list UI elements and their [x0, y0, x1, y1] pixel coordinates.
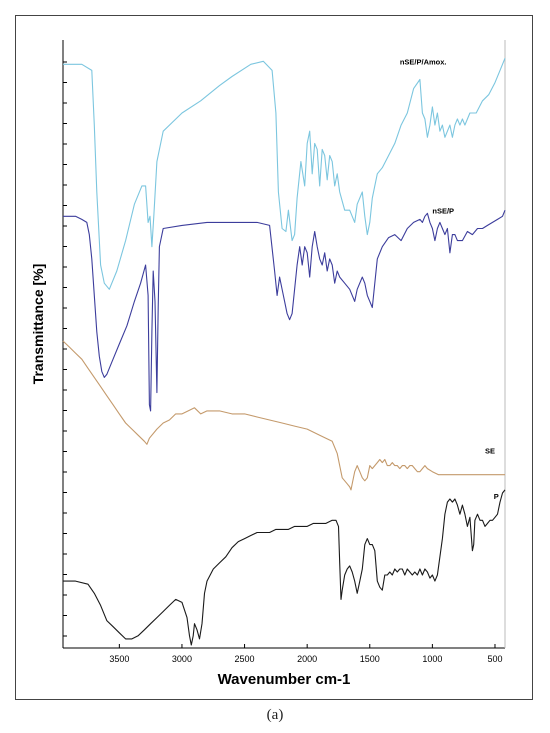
figure-frame — [15, 15, 533, 700]
x-ticks: 3500 3000 2500 2000 1500 1000 500 — [109, 644, 502, 664]
series-label: nSE/P/Amox. — [400, 57, 447, 66]
y-axis-label: Transmittance [%] — [30, 264, 46, 385]
series-line-nse-p — [63, 209, 506, 412]
x-tick-label: 1500 — [360, 654, 380, 664]
x-tick-label: 1000 — [422, 654, 442, 664]
series-group — [62, 57, 506, 646]
x-tick-label: 500 — [487, 654, 502, 664]
x-tick-label: 3000 — [172, 654, 192, 664]
axes — [62, 40, 506, 649]
series-label: P — [494, 492, 499, 501]
series-line-nse-p-amox — [63, 57, 506, 290]
series-line-p — [63, 489, 506, 646]
series-line-se — [62, 340, 505, 491]
series-label: SE — [485, 446, 495, 455]
x-axis-label: Wavenumber cm-1 — [218, 671, 351, 688]
x-tick-label: 3500 — [109, 654, 129, 664]
panel-label: (a) — [266, 707, 284, 723]
series-label: nSE/P — [432, 206, 454, 215]
x-tick-label: 2500 — [235, 654, 255, 664]
series-labels: nSE/P/Amox. nSE/P SE P — [400, 57, 499, 501]
x-tick-label: 2000 — [297, 654, 317, 664]
y-ticks — [63, 61, 67, 637]
